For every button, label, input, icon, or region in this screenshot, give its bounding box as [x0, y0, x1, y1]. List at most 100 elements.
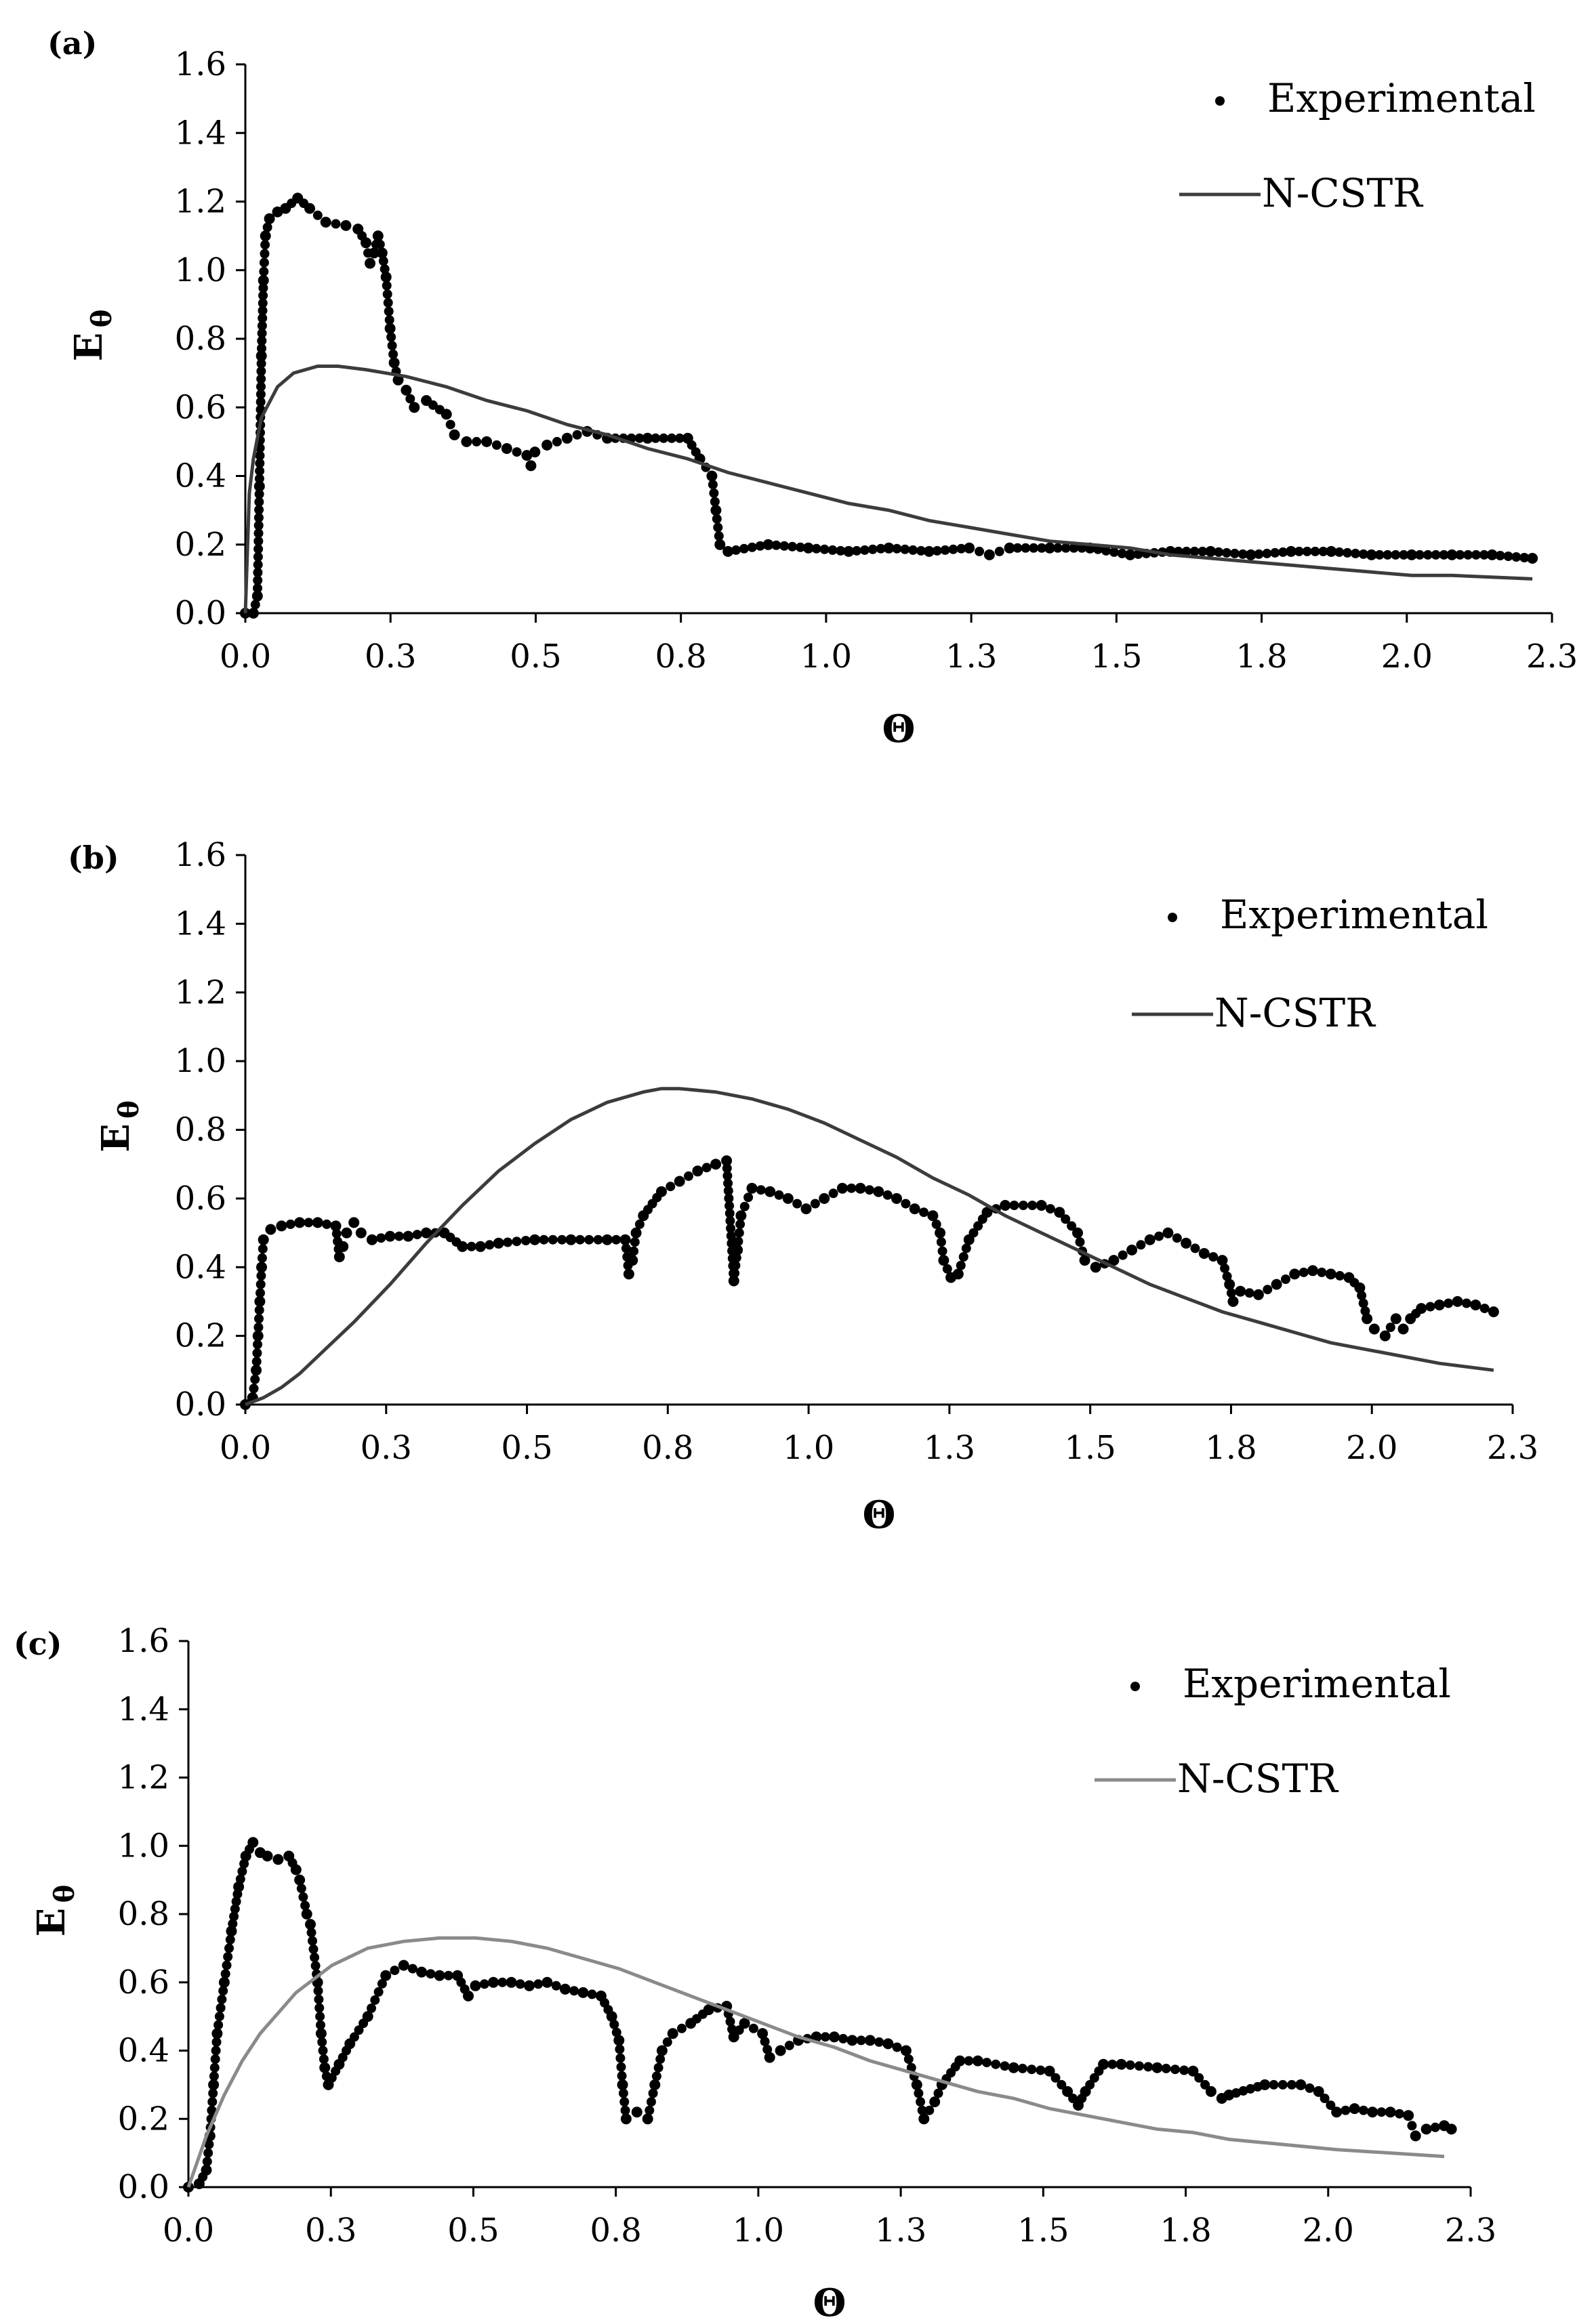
data-point: [983, 549, 995, 560]
data-point: [262, 1850, 273, 1862]
data-point: [919, 1207, 929, 1218]
data-point: [876, 543, 886, 554]
legend-marker-experimental: [1168, 913, 1177, 922]
data-point: [611, 1234, 621, 1245]
data-point: [503, 1237, 513, 1247]
data-point: [1326, 545, 1337, 557]
data-point: [533, 1979, 544, 1989]
data-point: [1235, 1285, 1246, 1297]
data-point: [312, 1217, 323, 1228]
data-point: [674, 433, 684, 443]
data-point: [1390, 1313, 1402, 1325]
data-point: [1310, 546, 1320, 556]
y-tick-label: 0.6: [118, 1964, 169, 2001]
legend-label-experimental: Experimental: [1183, 1661, 1451, 1707]
x-axis-title: Θ: [863, 1493, 896, 1537]
legend-label-n-cstr: N-CSTR: [1262, 170, 1424, 216]
data-point: [710, 497, 720, 507]
data-point: [725, 1216, 735, 1226]
data-point: [1227, 1295, 1239, 1307]
data-point: [647, 2097, 656, 2107]
series-line-n-cstr: [245, 1087, 1494, 1407]
data-point: [784, 2040, 794, 2050]
data-point: [932, 545, 942, 556]
x-axis-title: Θ: [882, 707, 916, 751]
y-tick-label: 0.2: [118, 2100, 169, 2138]
data-point: [230, 1904, 240, 1914]
data-point: [382, 281, 392, 291]
data-point: [294, 1874, 306, 1886]
data-point: [856, 2035, 866, 2046]
x-tick-label: 1.5: [1090, 638, 1142, 676]
data-point: [541, 1976, 553, 1988]
data-point: [1061, 1214, 1071, 1224]
data-point: [211, 2037, 222, 2047]
data-point: [940, 545, 950, 555]
data-point: [380, 271, 392, 283]
data-point: [457, 1241, 468, 1252]
data-point: [726, 1231, 736, 1241]
data-point: [733, 1237, 743, 1247]
data-point: [662, 2037, 672, 2047]
data-point: [218, 1976, 230, 1988]
data-point: [819, 544, 830, 554]
data-point: [1403, 2110, 1414, 2121]
data-point: [924, 2105, 935, 2115]
data-point: [256, 1279, 266, 1289]
legend-label-experimental: Experimental: [1267, 75, 1536, 121]
data-point: [216, 2003, 226, 2013]
data-point: [493, 1237, 504, 1249]
data-point: [724, 1208, 735, 1218]
y-axis-title: Eθ: [66, 310, 118, 362]
data-point: [388, 357, 400, 369]
data-point: [618, 2088, 628, 2098]
data-point: [900, 544, 910, 554]
data-point: [731, 545, 741, 555]
x-tick-label: 0.3: [361, 1429, 412, 1467]
data-point: [310, 1953, 320, 1962]
data-point: [1116, 2058, 1127, 2070]
y-tick-label: 1.6: [175, 836, 226, 874]
data-point: [298, 1892, 308, 1902]
data-point: [370, 1995, 380, 2005]
data-point: [1351, 548, 1360, 558]
data-point: [260, 240, 270, 250]
data-point: [416, 1966, 428, 1978]
data-point: [262, 222, 272, 232]
series-line-n-cstr: [243, 365, 1533, 614]
data-point: [1045, 1204, 1055, 1214]
data-point: [1452, 1295, 1463, 1307]
y-tick-label: 0.4: [175, 1248, 226, 1286]
data-point: [629, 1246, 639, 1256]
data-point: [1044, 542, 1055, 554]
data-point: [1446, 549, 1458, 560]
data-point: [1289, 1268, 1301, 1280]
data-point: [361, 237, 371, 249]
data-point: [1109, 547, 1119, 557]
data-point: [1259, 2079, 1271, 2090]
data-point: [1229, 548, 1240, 558]
data-point: [620, 2113, 632, 2125]
data-point: [1313, 2086, 1324, 2097]
data-point: [251, 1365, 262, 1376]
data-point: [927, 1210, 939, 1222]
data-point: [387, 341, 397, 351]
data-point: [1263, 1285, 1273, 1295]
x-tick-label: 2.3: [1445, 2212, 1496, 2249]
data-point: [233, 1881, 245, 1892]
data-point: [209, 2062, 220, 2073]
data-point: [620, 2105, 630, 2115]
data-point: [779, 541, 790, 551]
y-axis-title: Eθ: [29, 1885, 81, 1937]
data-point: [1017, 2063, 1027, 2073]
legend: Experimental N-CSTR: [1179, 75, 1536, 216]
data-point: [557, 1234, 567, 1245]
data-point: [1118, 1250, 1128, 1260]
data-point: [322, 1219, 332, 1229]
data-point: [525, 460, 537, 472]
data-point: [710, 1159, 722, 1170]
data-point: [256, 1270, 266, 1281]
data-point: [1385, 2107, 1396, 2118]
data-point: [587, 1989, 597, 1999]
